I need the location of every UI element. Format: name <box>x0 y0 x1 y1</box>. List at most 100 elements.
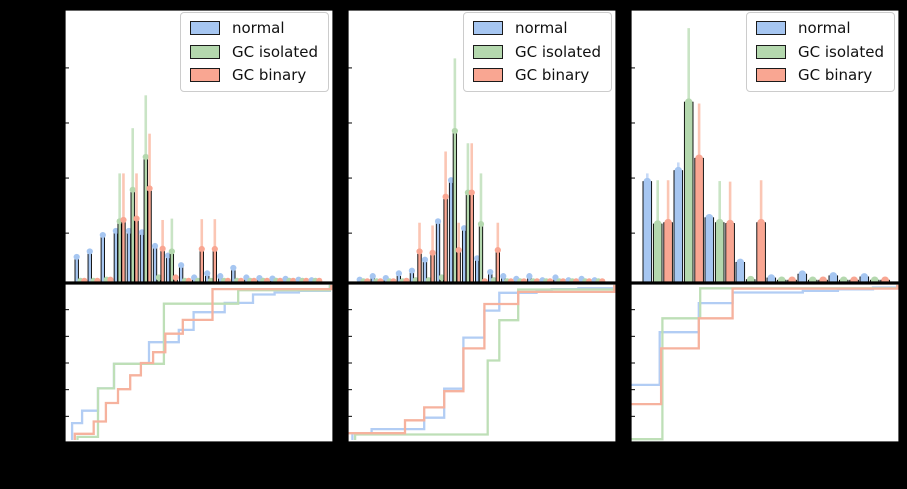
axes-spine <box>64 9 334 283</box>
bar-cap-marker <box>451 127 458 135</box>
axes-spine <box>630 9 900 283</box>
legend-label: normal <box>231 19 285 37</box>
bar-cap-marker <box>474 255 481 262</box>
histogram-chart-left <box>64 9 334 283</box>
legend-swatch-gc-isolated <box>755 44 786 59</box>
bar-cap-marker <box>819 276 827 283</box>
hist-bar <box>100 234 105 283</box>
bar-cap-marker <box>487 268 494 276</box>
bar-cap-marker <box>684 98 693 106</box>
bar-cap-marker <box>204 270 211 277</box>
hist-bar <box>663 222 673 283</box>
cdf-step-line-gc_isolated <box>76 284 334 440</box>
bar-cap-marker <box>86 248 93 255</box>
hist-bar <box>725 223 735 283</box>
bar-cap-marker <box>230 264 237 272</box>
bar-cap-marker <box>736 258 745 267</box>
bar-cap-marker <box>138 229 146 236</box>
histogram-chart-right <box>630 9 900 283</box>
legend-label: GC isolated <box>797 42 884 61</box>
cdf-panel-center <box>347 283 617 443</box>
bar-cap-marker <box>442 193 449 200</box>
bar-cap-marker <box>715 218 724 227</box>
panel-column-center: normal GC isolated GC binary <box>347 9 617 443</box>
bar-cap-marker <box>798 270 807 279</box>
bar-cap-marker <box>526 273 533 280</box>
hist-bar <box>165 255 171 283</box>
bar-cap-marker <box>468 189 475 196</box>
cdf-step-line-gc_binary <box>347 284 617 435</box>
legend-swatch-normal <box>472 21 503 36</box>
cdf-chart-center <box>347 283 617 443</box>
hist-bar <box>435 220 441 283</box>
bar-cap-marker <box>829 272 838 280</box>
legend-label: normal <box>797 19 851 37</box>
hist-bar <box>143 156 148 283</box>
axes-spine <box>347 9 617 283</box>
bar-cap-marker <box>777 276 786 283</box>
legend-swatch-gc-binary <box>189 68 220 83</box>
hist-bar <box>652 223 663 283</box>
bar-cap-marker <box>461 225 468 232</box>
legend: normal GC isolated GC binary <box>179 12 329 92</box>
legend-label: GC isolated <box>231 42 318 61</box>
histogram-panel-center: normal GC isolated GC binary <box>347 9 617 283</box>
bar-cap-marker <box>500 273 507 280</box>
bar-cap-marker <box>746 275 755 283</box>
bar-cap-marker <box>808 276 817 283</box>
hist-bar <box>160 248 165 283</box>
hist-bar <box>74 256 79 283</box>
hist-bar <box>478 223 484 283</box>
legend-item-normal: normal <box>189 19 318 37</box>
bar-cap-marker <box>129 186 136 193</box>
hist-bar <box>704 217 715 283</box>
bar-cap-marker <box>839 276 848 283</box>
hist-bar <box>756 222 766 283</box>
legend-label: GC isolated <box>514 42 601 61</box>
bar-cap-marker <box>705 213 714 222</box>
hist-bar <box>673 170 684 283</box>
bar-cap-marker <box>151 242 159 250</box>
cdf-chart-right <box>630 283 900 443</box>
cdf-step-line-gc_binary <box>73 284 334 440</box>
hist-bar <box>121 219 126 283</box>
legend-item-gc-binary: GC binary <box>189 66 318 84</box>
legend: normal GC isolated GC binary <box>462 12 612 92</box>
bar-cap-marker <box>178 262 185 269</box>
cdf-panel-right <box>630 283 900 443</box>
hist-bar <box>694 157 704 283</box>
panel-column-left: normal GC isolated GC binary <box>64 9 334 443</box>
bar-cap-marker <box>653 220 662 228</box>
axes-spine <box>347 283 617 443</box>
cdf-step-line-gc_binary <box>630 284 900 406</box>
bar-cap-marker <box>217 273 224 280</box>
bar-cap-marker <box>881 276 889 283</box>
cdf-panel-left <box>64 283 334 443</box>
bar-cap-marker <box>168 248 175 255</box>
bar-cap-marker <box>369 273 376 280</box>
hist-bar <box>683 101 694 283</box>
cdf-step-line-gc_isolated <box>630 284 900 441</box>
axes-spine <box>630 283 900 443</box>
hist-bar <box>212 248 217 283</box>
bar-cap-marker <box>643 177 652 186</box>
hist-bar <box>443 196 448 283</box>
legend-label: GC binary <box>231 66 307 84</box>
hist-bar <box>448 179 454 283</box>
bar-cap-marker <box>434 218 442 225</box>
bar-cap-marker <box>438 274 445 281</box>
hist-bar <box>126 230 132 283</box>
histogram-panel-left: normal GC isolated GC binary <box>64 9 334 283</box>
bar-cap-marker <box>164 252 172 259</box>
legend: normal GC isolated GC binary <box>745 12 895 92</box>
hist-bar <box>461 227 467 283</box>
bar-cap-marker <box>416 248 423 255</box>
cdf-step-line-gc_isolated <box>353 284 617 440</box>
legend-swatch-gc-isolated <box>472 44 503 59</box>
hist-bar <box>495 249 500 283</box>
cdf-step-line-normal <box>70 284 334 440</box>
legend-swatch-gc-binary <box>755 68 786 83</box>
hist-bar <box>714 222 725 283</box>
legend-label: GC binary <box>797 66 873 84</box>
